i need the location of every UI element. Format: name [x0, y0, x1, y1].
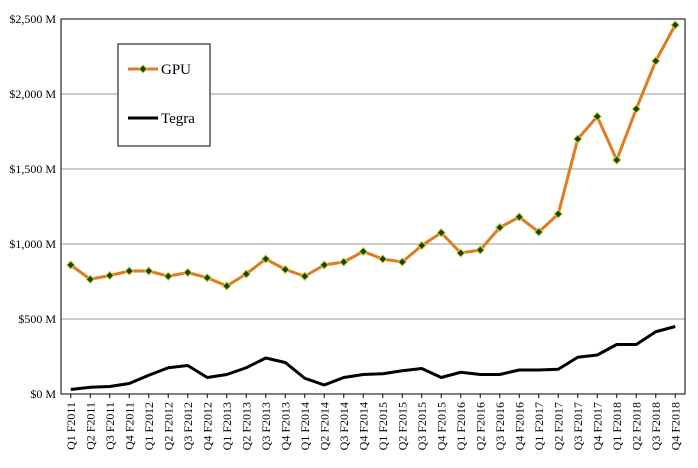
x-tick-label: Q2 F2013 [239, 402, 253, 450]
data-point-gpu [66, 260, 76, 270]
data-point-gpu [456, 248, 466, 258]
x-tick-label: Q1 F2012 [142, 402, 156, 450]
x-tick-label: Q4 F2016 [512, 402, 526, 450]
data-point-gpu [436, 228, 446, 238]
data-point-gpu [183, 267, 193, 278]
x-tick-label: Q2 F2012 [161, 402, 175, 450]
x-tick-label: Q4 F2014 [356, 402, 370, 450]
x-tick-label: Q3 F2012 [181, 402, 195, 450]
x-tick-label: Q4 F2017 [590, 402, 604, 450]
x-axis-ticks: Q1 F2011 Q2 F2011 Q3 F2011 Q4 F2011 Q1 F2012… [64, 394, 682, 450]
x-tick-label: Q2 F2016 [473, 402, 487, 450]
x-tick-label: Q2 F2015 [395, 402, 409, 450]
series [66, 20, 680, 391]
x-tick-label: Q2 F2011 [83, 402, 97, 450]
data-point-gpu [670, 20, 680, 30]
data-point-gpu [378, 254, 388, 264]
plot-frame [60, 18, 686, 395]
x-tick-label: Q1 F2017 [532, 402, 546, 450]
data-point-gpu [573, 134, 583, 144]
data-point-gpu [105, 270, 115, 281]
x-tick-label: Q4 F2013 [278, 402, 292, 450]
y-tick-label: $0 M [30, 387, 56, 401]
x-tick-label: Q4 F2011 [122, 402, 136, 450]
legend-box [117, 43, 211, 147]
data-point-gpu [241, 269, 251, 279]
x-tick-label: Q4 F2018 [668, 402, 682, 450]
data-point-gpu [397, 257, 407, 267]
y-tick-label: $2,500 M [9, 12, 56, 26]
data-point-gpu [319, 260, 329, 270]
legend-tegra-label: Tegra [161, 111, 195, 127]
data-point-gpu [300, 271, 310, 281]
data-point-gpu [475, 245, 485, 255]
x-tick-label: Q2 F2018 [629, 402, 643, 450]
legend: GPU Tegra [117, 43, 211, 147]
x-tick-label: Q1 F2016 [454, 402, 468, 450]
x-tick-label: Q3 F2013 [259, 402, 273, 450]
data-point-gpu [534, 227, 544, 237]
legend-gpu-marker [138, 64, 148, 74]
data-point-gpu [592, 111, 602, 122]
series-line-tegra [70, 325, 676, 391]
x-tick-label: Q1 F2011 [64, 402, 78, 450]
data-point-gpu [631, 104, 641, 114]
data-point-gpu [222, 281, 232, 291]
x-tick-label: Q4 F2015 [434, 402, 448, 450]
data-point-gpu [144, 266, 154, 276]
x-tick-label: Q4 F2012 [200, 402, 214, 450]
data-point-gpu [495, 222, 505, 233]
x-tick-label: Q3 F2014 [337, 402, 351, 450]
legend-gpu-label: GPU [161, 62, 191, 78]
data-point-gpu [261, 254, 271, 264]
x-tick-label: Q3 F2015 [415, 402, 429, 450]
y-tick-label: $500 M [18, 312, 56, 326]
data-point-gpu [124, 266, 134, 276]
x-tick-label: Q2 F2014 [317, 402, 331, 450]
x-tick-label: Q3 F2017 [571, 402, 585, 450]
data-point-gpu [553, 209, 563, 219]
x-tick-label: Q1 F2018 [610, 402, 624, 450]
y-tick-label: $1,000 M [9, 237, 56, 251]
data-point-gpu [339, 257, 349, 267]
data-point-gpu [417, 240, 427, 251]
data-point-gpu [358, 246, 368, 257]
data-point-gpu [612, 155, 622, 165]
x-tick-label: Q1 F2013 [220, 402, 234, 450]
data-point-gpu [651, 56, 661, 66]
x-tick-label: Q2 F2017 [551, 402, 565, 450]
y-tick-label: $2,000 M [9, 87, 56, 101]
data-point-gpu [202, 273, 212, 283]
data-point-gpu [163, 271, 173, 281]
x-tick-label: Q1 F2014 [298, 402, 312, 450]
x-tick-label: Q3 F2016 [493, 402, 507, 450]
x-tick-label: Q3 F2011 [103, 402, 117, 450]
y-axis-ticks: $0 M $500 M $1,000 M $1,500 M $2,000 M $2,500… [9, 12, 56, 401]
y-tick-label: $1,500 M [9, 162, 56, 176]
data-point-gpu [85, 274, 95, 284]
data-point-gpu [280, 264, 290, 275]
x-tick-label: Q1 F2015 [376, 402, 390, 450]
data-point-gpu [514, 212, 524, 222]
x-tick-label: Q3 F2018 [649, 402, 663, 450]
